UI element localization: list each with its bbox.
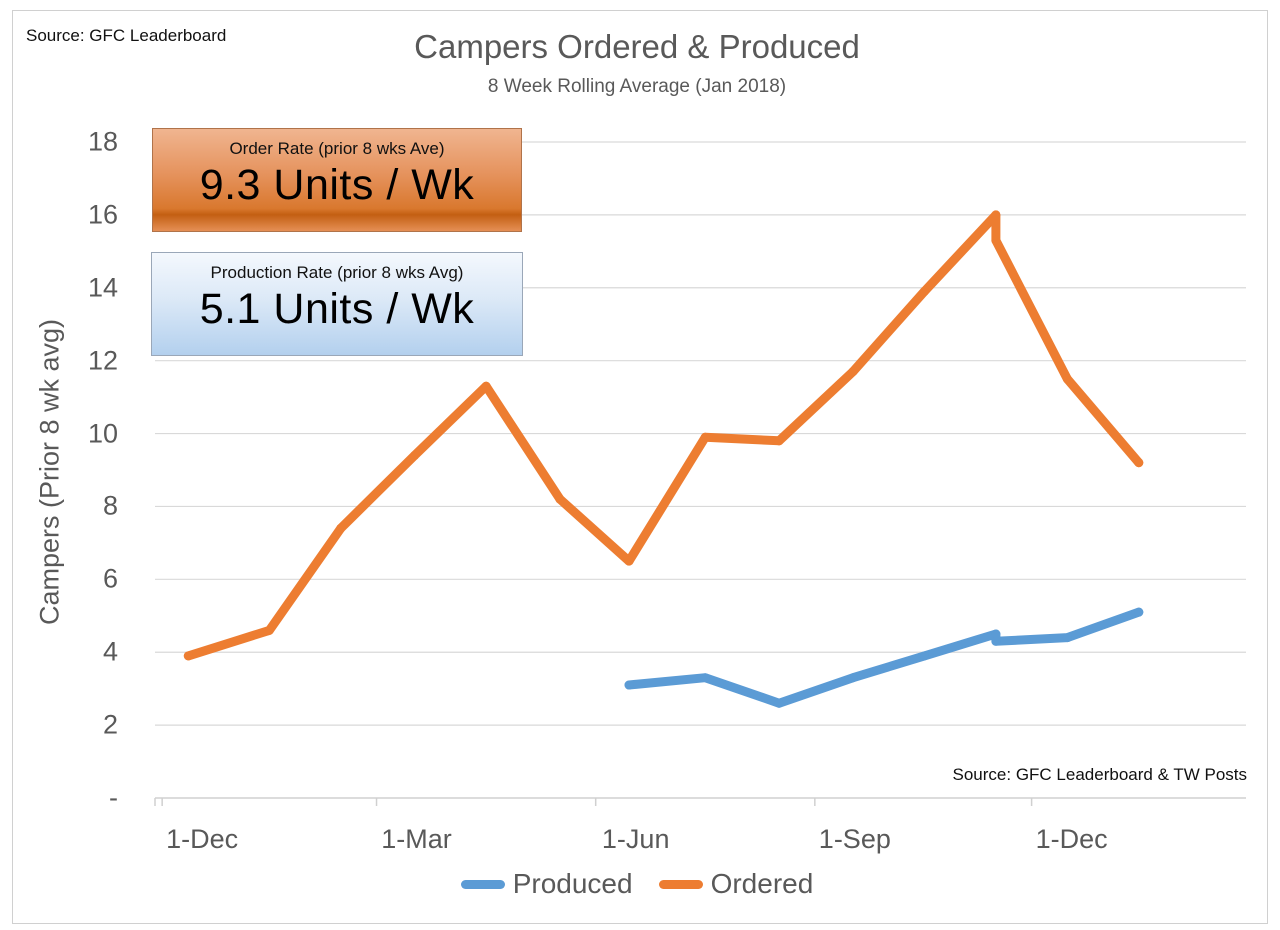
- x-tick-label: 1-Dec: [1035, 824, 1108, 854]
- y-tick-label: -: [109, 782, 118, 813]
- x-tick-label: 1-Dec: [166, 824, 239, 854]
- x-axis: [154, 797, 1246, 806]
- legend-swatch-produced: [460, 879, 505, 889]
- data-point-produced: [848, 673, 858, 683]
- legend-item-produced: Produced: [460, 868, 633, 900]
- data-point-ordered: [481, 381, 491, 391]
- production-rate-label: Production Rate (prior 8 wks Avg): [210, 263, 464, 282]
- chart-subtitle: 8 Week Rolling Average (Jan 2018): [487, 76, 787, 97]
- data-point-produced: [1062, 633, 1072, 643]
- legend-label-ordered: Ordered: [710, 868, 814, 899]
- data-point-produced: [624, 680, 634, 690]
- data-point-ordered: [1062, 374, 1072, 384]
- source-note-bottom: Source: GFC Leaderboard & TW Posts: [952, 765, 1247, 784]
- series-line-produced: [624, 607, 1144, 708]
- order-rate-box: Order Rate (prior 8 wks Ave) 9.3 Units /…: [152, 128, 522, 232]
- y-axis-label: Campers (Prior 8 wk avg): [34, 318, 65, 626]
- data-point-produced: [700, 673, 710, 683]
- data-point-ordered: [410, 450, 420, 460]
- data-point-produced: [919, 651, 929, 661]
- x-tick-label: 1-Jun: [601, 824, 670, 854]
- data-point-ordered: [183, 651, 193, 661]
- data-point-ordered: [919, 286, 929, 296]
- legend: Produced Ordered: [0, 868, 1274, 900]
- data-point-produced: [991, 629, 1001, 639]
- data-point-ordered: [991, 235, 1001, 245]
- data-point-ordered: [1134, 458, 1144, 468]
- order-rate-label: Order Rate (prior 8 wks Ave): [229, 139, 445, 158]
- series-lines: [183, 210, 1144, 708]
- data-point-produced: [1134, 607, 1144, 617]
- data-point-ordered: [336, 523, 346, 533]
- legend-label-produced: Produced: [512, 868, 633, 899]
- legend-swatch-ordered: [658, 879, 703, 889]
- data-point-ordered: [774, 436, 784, 446]
- data-point-produced: [774, 698, 784, 708]
- data-point-ordered: [991, 210, 1001, 220]
- y-tick-label: 8: [102, 490, 118, 521]
- x-tick-label: 1-Mar: [381, 824, 452, 854]
- y-tick-label: 12: [87, 345, 118, 376]
- y-tick-label: 6: [102, 563, 118, 594]
- y-tick-label: 16: [87, 199, 118, 230]
- y-tick-label: 4: [102, 636, 118, 667]
- y-tick-label: 14: [87, 272, 118, 303]
- data-point-ordered: [848, 367, 858, 377]
- y-tick-label: 10: [87, 418, 118, 449]
- data-point-ordered: [555, 494, 565, 504]
- chart-title: Campers Ordered & Produced: [414, 28, 860, 65]
- source-note-top: Source: GFC Leaderboard: [26, 26, 227, 45]
- data-point-ordered: [264, 625, 274, 635]
- production-rate-value: 5.1 Units / Wk: [199, 285, 475, 333]
- x-tick-label: 1-Sep: [818, 824, 891, 854]
- production-rate-box: Production Rate (prior 8 wks Avg) 5.1 Un…: [151, 252, 523, 356]
- legend-item-ordered: Ordered: [658, 868, 814, 900]
- data-point-ordered: [700, 432, 710, 442]
- y-tick-label: 18: [87, 126, 118, 157]
- order-rate-value: 9.3 Units / Wk: [199, 161, 475, 209]
- y-tick-label: 2: [102, 709, 118, 740]
- data-point-produced: [991, 636, 1001, 646]
- data-point-ordered: [624, 556, 634, 566]
